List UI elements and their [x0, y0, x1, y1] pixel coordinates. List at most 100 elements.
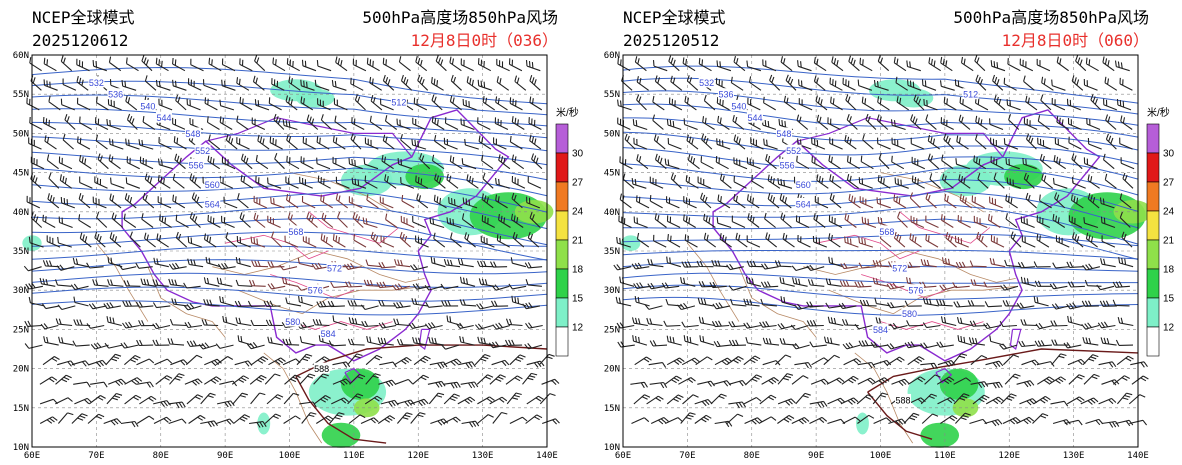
wind-barb — [1036, 233, 1050, 248]
wind-barb — [816, 174, 829, 189]
wind-barb — [893, 56, 907, 72]
wind-barb — [985, 396, 1004, 405]
wind-barb — [77, 136, 91, 150]
wind-barb — [239, 212, 251, 228]
wind-barb — [999, 320, 1017, 328]
contour-label-bg — [795, 178, 812, 190]
wind-barb — [807, 279, 825, 287]
wind-barb — [886, 282, 905, 290]
wind-barb — [636, 154, 649, 170]
wind-barb — [798, 79, 813, 91]
wind-barb — [925, 215, 939, 228]
wind-barb — [683, 335, 699, 346]
lat-tick-label: 25N — [604, 325, 620, 335]
wind-barb — [813, 213, 826, 228]
wind-barb — [953, 393, 970, 405]
wind-barb — [1050, 400, 1069, 407]
height-contour — [31, 204, 548, 246]
wind-barb — [747, 97, 761, 111]
wind-barb — [384, 115, 398, 130]
wind-barb — [843, 358, 862, 366]
wind-barb — [301, 195, 316, 209]
wind-barb — [232, 392, 248, 405]
wind-barb — [109, 193, 122, 209]
wind-barb — [216, 277, 233, 287]
wind-barb — [506, 392, 522, 405]
colorbar-segment — [1146, 181, 1160, 212]
wind-barb — [859, 196, 874, 209]
wind-barb — [1055, 235, 1070, 248]
lon-tick-label: 140E — [536, 451, 558, 461]
wind-barb — [528, 117, 542, 130]
wind-barb — [57, 304, 76, 311]
height-contour — [622, 103, 1139, 138]
wind-barb — [235, 317, 252, 327]
wind-barb — [774, 260, 792, 268]
wind-barb — [249, 374, 267, 385]
height-contour — [31, 136, 548, 166]
wind-speed-shading — [321, 422, 361, 448]
wind-barb — [215, 356, 234, 366]
wind-barb — [239, 96, 253, 111]
contour-label: 584 — [321, 329, 336, 339]
wind-barb — [1020, 216, 1035, 229]
wind-barb — [666, 215, 681, 228]
wind-barb — [136, 381, 154, 388]
contour-label-bg — [775, 127, 792, 139]
wind-barb — [509, 97, 523, 111]
contour-label: 548 — [776, 129, 791, 139]
wind-barb — [363, 279, 381, 287]
wind-barb — [251, 117, 266, 130]
height-contour — [622, 90, 1139, 126]
wind-barb — [920, 362, 938, 370]
wind-barb — [1067, 315, 1083, 327]
wind-barb — [809, 416, 828, 424]
wind-barb — [457, 258, 474, 268]
wind-barb — [106, 316, 122, 327]
wind-barb — [183, 303, 202, 311]
wind-barb — [88, 395, 106, 405]
wind-barb — [124, 193, 137, 209]
wind-barb — [842, 342, 861, 350]
wind-barb — [959, 193, 972, 209]
wind-barb — [400, 215, 415, 229]
wind-barb — [1083, 157, 1098, 170]
wind-barb — [806, 301, 824, 308]
wind-barb — [1063, 342, 1082, 349]
wind-barb — [92, 60, 107, 72]
contour-label: 580 — [285, 317, 300, 327]
wind-barb — [1064, 419, 1083, 426]
wind-barb — [511, 295, 527, 307]
wind-barb — [716, 60, 732, 72]
wind-barb — [138, 139, 154, 150]
wind-barb — [481, 154, 494, 170]
wind-barb — [894, 177, 909, 189]
wind-barb — [826, 377, 845, 385]
wind-barb — [1005, 158, 1020, 170]
wind-barb — [1084, 279, 1102, 287]
wind-barb — [1021, 235, 1036, 248]
wind-barb — [393, 301, 411, 309]
wind-barb — [783, 95, 797, 111]
wind-barb — [751, 174, 764, 189]
wind-barb — [223, 196, 238, 209]
wind-barb — [271, 231, 283, 248]
colorbar-level-label: 12 — [1163, 323, 1175, 334]
wind-barb — [363, 158, 379, 170]
contour-label: 556 — [189, 160, 204, 170]
wind-barb — [848, 193, 861, 209]
wind-barb — [854, 323, 873, 330]
wind-barb — [791, 417, 810, 425]
wind-barb — [780, 296, 796, 307]
wind-barb — [617, 57, 631, 72]
wind-barb — [680, 412, 696, 424]
wind-barb — [477, 117, 491, 130]
wind-barb — [273, 113, 285, 130]
wind-barb — [1100, 337, 1117, 346]
height-contour — [31, 121, 548, 152]
wind-barb — [1008, 114, 1020, 130]
wind-barb — [983, 322, 1002, 330]
wind-barb — [703, 213, 716, 228]
wind-barb — [95, 96, 109, 111]
wind-barb — [1101, 235, 1116, 248]
